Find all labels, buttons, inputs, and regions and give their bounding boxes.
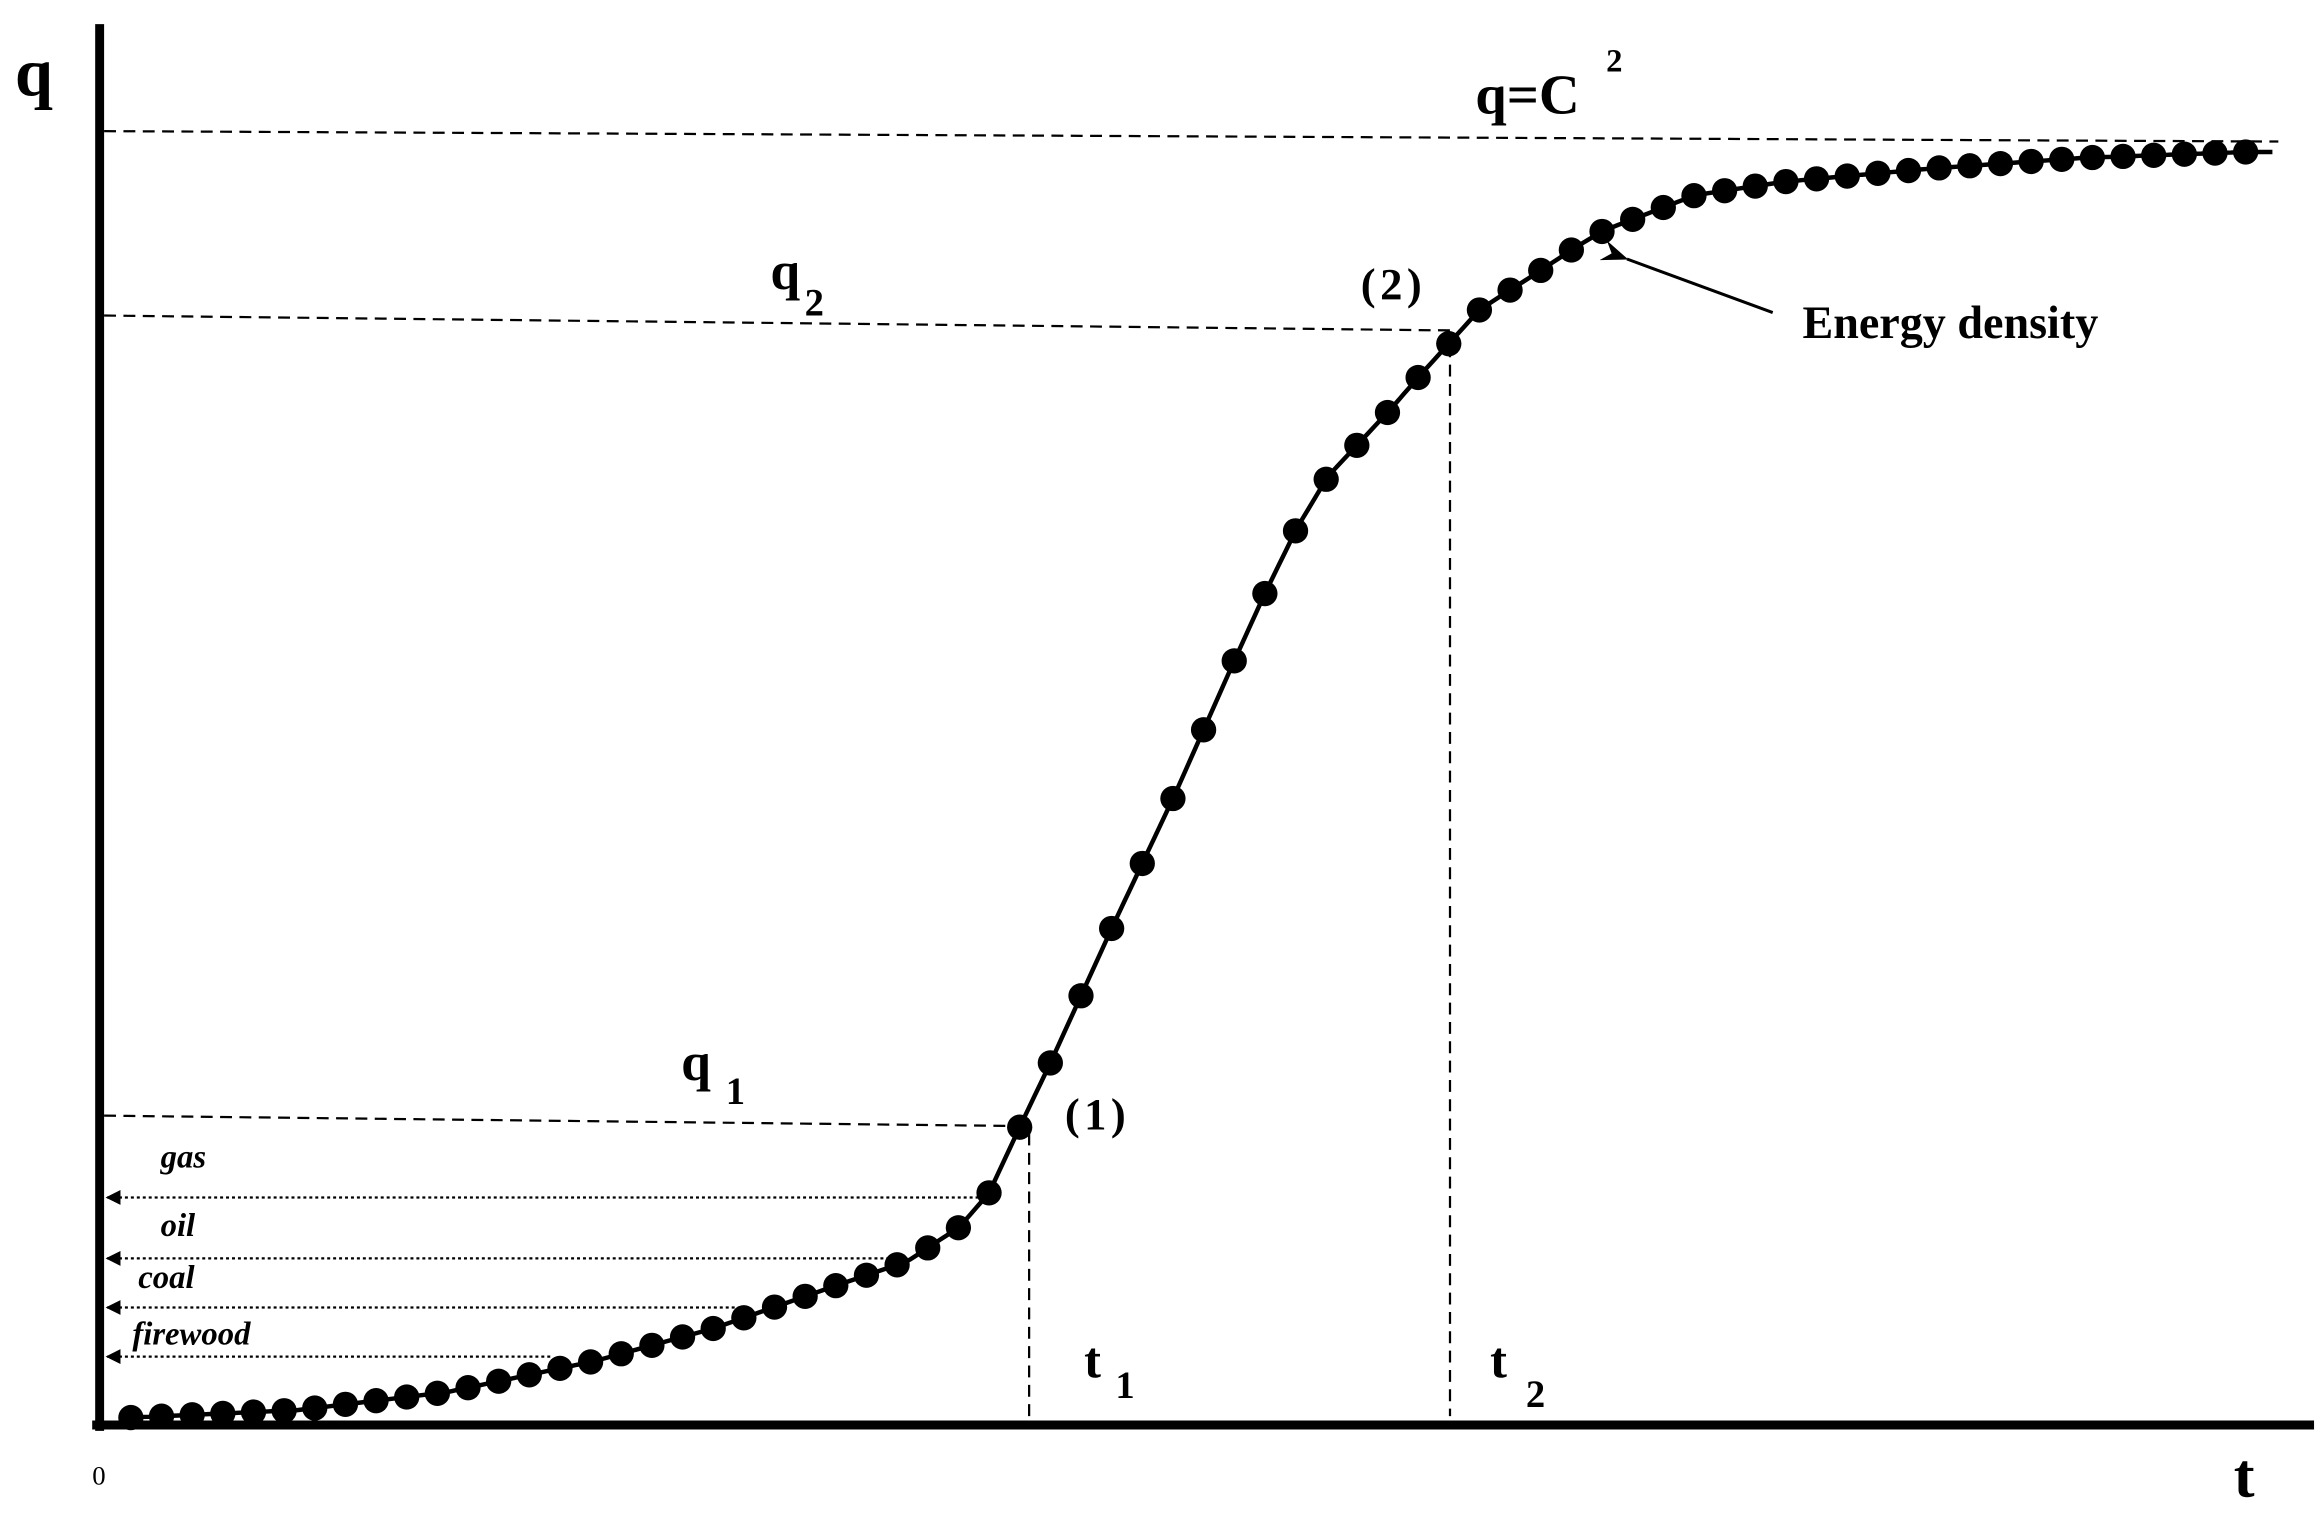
annotation: Energy density [1802, 297, 2098, 348]
source-label: coal [138, 1260, 195, 1296]
curve-dot [394, 1384, 420, 1410]
curve-dot [2079, 144, 2106, 171]
curve-dot [1957, 153, 1983, 179]
curve-dot [608, 1341, 634, 1367]
annotation-arrow [1599, 240, 1774, 314]
curve-dot [1711, 178, 1738, 204]
curve-dot [700, 1315, 726, 1342]
curve-dot [1497, 277, 1523, 303]
curve-dot [1344, 432, 1370, 458]
level-label: q [770, 241, 800, 301]
curve-dot [1221, 648, 1247, 674]
curve-dot [210, 1400, 236, 1427]
curve-dot [486, 1368, 512, 1394]
curve-dot [1405, 364, 1431, 391]
curve-dot [1190, 717, 1217, 743]
curve-dot [1037, 1050, 1063, 1076]
limit-label: q=C [1475, 64, 1579, 126]
time-subscript: 1 [1115, 1365, 1134, 1407]
curve-dot [1987, 150, 2014, 177]
curve-dot [731, 1305, 757, 1331]
curve-dot [823, 1273, 849, 1299]
curve-dot [915, 1235, 941, 1261]
curve-dot [1252, 580, 1278, 607]
level-label: q [681, 1032, 711, 1092]
curve-dot [1098, 915, 1125, 942]
curve-dot [2049, 146, 2075, 172]
curve-dot [1007, 1114, 1033, 1140]
q1-line [104, 1114, 1021, 1128]
point-label: (2) [1361, 259, 1426, 309]
curve-dot [179, 1402, 205, 1428]
curve-dot [1681, 182, 1707, 209]
curve-dot [2110, 143, 2136, 170]
curve-dot [1068, 983, 1094, 1009]
curve-dot [2202, 140, 2228, 166]
curve-dot [363, 1388, 389, 1414]
curve-dot [1436, 331, 1462, 357]
source-label: firewood [132, 1317, 251, 1353]
time-label: t [1490, 1332, 1507, 1388]
curve-dot [118, 1404, 144, 1431]
curve-dot [945, 1215, 972, 1241]
curve [118, 139, 2273, 1431]
curve-dot [1589, 218, 1615, 245]
curve-dot [2233, 139, 2259, 165]
limit-line [104, 130, 2279, 143]
curve-dot [332, 1391, 359, 1417]
curve-dot [424, 1380, 451, 1406]
curve-dot [1313, 466, 1339, 492]
curve-dot [302, 1395, 328, 1421]
source-label: oil [161, 1208, 196, 1244]
curve-dot [1282, 518, 1309, 544]
q2-line [104, 314, 1451, 332]
source-label: gas [160, 1140, 206, 1176]
time-subscript: 2 [1526, 1374, 1545, 1416]
curve-dot [639, 1332, 665, 1358]
curve-dot [1160, 785, 1186, 812]
curve-dot [853, 1262, 880, 1288]
curve-dot [516, 1362, 542, 1388]
curve-dot [1742, 173, 1768, 199]
curve-dot [884, 1252, 910, 1278]
curve-dot [1865, 160, 1891, 186]
curve-dot [1834, 163, 1860, 189]
curve-dot [577, 1349, 604, 1375]
curve-dot [1558, 237, 1585, 263]
curve-dot [1773, 168, 1799, 195]
curve-dot [1895, 157, 1922, 184]
curve-dot [2018, 148, 2044, 175]
level-subscript: 1 [726, 1071, 745, 1113]
curve-dot [1528, 257, 1554, 284]
curve-dot [1620, 206, 1646, 233]
curve-dot [1129, 850, 1155, 877]
curve-dot [976, 1180, 1002, 1206]
origin-label: 0 [92, 1460, 105, 1490]
level-subscript: 2 [805, 283, 824, 325]
curve-dot [455, 1375, 481, 1401]
curve-dot [1466, 297, 1493, 323]
curve-dot [2141, 142, 2167, 168]
curve-dot [148, 1403, 175, 1429]
curve-dot [1926, 155, 1952, 181]
curve-dot [547, 1355, 573, 1382]
curve-dot [761, 1294, 788, 1320]
x-label: t [2234, 1440, 2255, 1510]
point-label: (1) [1065, 1089, 1130, 1139]
y-label: q [15, 34, 53, 110]
curve-dot [271, 1398, 297, 1424]
curve-dot [1803, 166, 1830, 192]
curve-dot [1650, 194, 1676, 221]
curve-dot [792, 1283, 818, 1310]
limit-superscript: 2 [1606, 44, 1622, 80]
curve-dot [1374, 399, 1401, 426]
time-label: t [1084, 1332, 1101, 1388]
curve-dot [2171, 141, 2197, 167]
curve-dot [669, 1324, 696, 1350]
curve-dot [240, 1399, 267, 1425]
